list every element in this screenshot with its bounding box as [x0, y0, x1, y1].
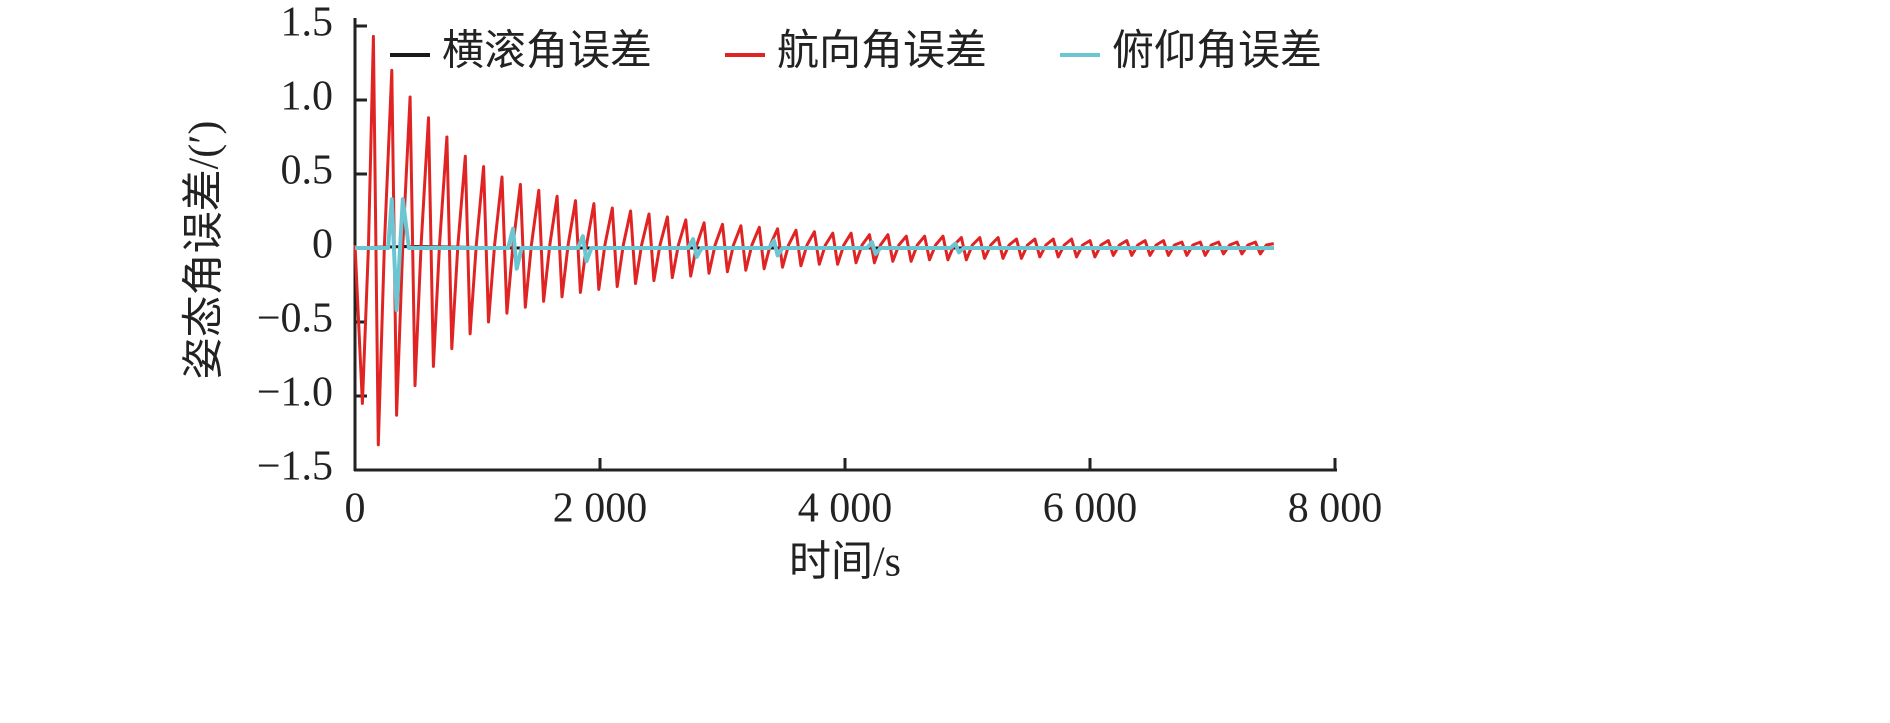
x-axis-label: 时间/s — [789, 540, 901, 586]
y-tick-label: −1.0 — [257, 370, 333, 416]
x-tick-label: 2 000 — [553, 486, 648, 532]
legend-label: 航向角误差 — [777, 28, 987, 75]
y-tick-label: −0.5 — [257, 296, 333, 342]
legend-label: 俯仰角误差 — [1112, 28, 1322, 75]
legend-label: 横滚角误差 — [442, 29, 652, 75]
x-tick-label: 4 000 — [798, 486, 893, 532]
y-tick-label: 1.0 — [281, 74, 334, 120]
x-tick-label: 6 000 — [1043, 486, 1138, 532]
y-tick-label: −1.5 — [257, 444, 333, 490]
y-tick-label: 0 — [312, 222, 333, 268]
data-line — [355, 197, 1274, 313]
x-tick-label: 8 000 — [1288, 486, 1383, 532]
x-tick-label: 0 — [345, 486, 366, 532]
data-line — [353, 34, 1275, 447]
y-axis-label: 姿态角误差/(′) — [182, 121, 228, 380]
y-tick-label: 1.5 — [281, 0, 334, 46]
y-tick-label: 0.5 — [281, 148, 334, 194]
